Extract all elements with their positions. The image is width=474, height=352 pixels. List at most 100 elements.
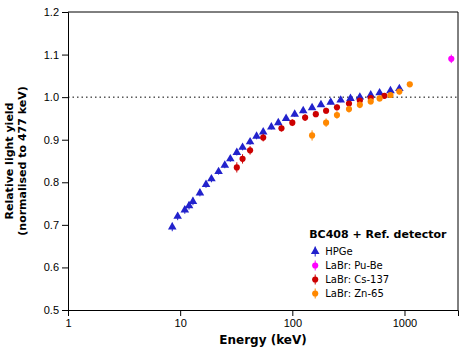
tick-mark [62,310,68,311]
point [220,160,229,167]
tick-mark [62,267,68,268]
y-axis: 0.5 0.6 0.7 0.8 0.9 1.0 1.1 1.2 [44,6,69,316]
point [282,113,291,120]
chart: 1 10 100 1000 0.5 0.6 0.7 0.8 0.9 1.0 1.1 1.2 Energy… [0,0,474,352]
point [173,211,182,218]
tick: 10 [175,310,187,329]
tick: 0.6 [44,261,68,273]
point [309,132,315,138]
point [313,111,319,117]
tick-mark [62,182,68,183]
plot: 1 10 100 1000 0.5 0.6 0.7 0.8 0.9 1.0 1.1 1.2 Energy… [3,6,459,347]
point [226,154,235,161]
point [336,95,345,102]
point [267,122,276,129]
tick-label: 10 [175,317,187,329]
point [289,120,295,126]
axis-line [69,311,459,317]
point [396,89,402,95]
tick: 0.9 [44,134,68,146]
point [377,95,383,101]
point [334,112,340,118]
point [239,156,245,162]
tick: 1.2 [44,6,68,18]
point [387,92,393,98]
tick-mark [62,225,68,226]
point [234,164,240,170]
frame [68,12,458,13]
tick-mark [62,55,68,56]
series [234,93,388,173]
tick-label: 1 [65,317,71,329]
tick: 0.5 [44,304,68,316]
tick: 1.0 [44,91,68,103]
point [238,142,247,149]
point [189,196,198,203]
point [346,106,352,112]
point [357,102,363,108]
axis-line [62,13,69,311]
legend-marker [312,262,318,268]
tick-label: 0.9 [44,134,59,146]
frame [458,12,459,310]
point [346,93,355,100]
point [448,56,454,62]
point [317,100,326,107]
tick: 1.1 [44,49,68,61]
series [309,81,413,140]
legend-label: LaBr: Pu-Be [325,260,383,271]
tick-label: 0.5 [44,304,59,316]
point [290,109,299,116]
legend-background [304,223,452,304]
legend-label: HPGe [325,246,352,257]
series [448,55,454,64]
tick-mark [62,12,68,13]
point [323,108,329,114]
point [247,147,253,153]
point [274,118,283,125]
tick: 0.7 [44,219,68,231]
legend-label: LaBr: Zn-65 [325,288,384,299]
y-axis-title: Relative light yield(normalised to 477 k… [3,86,29,235]
point [214,167,223,174]
tick: 1 [65,310,71,329]
legend-label: LaBr: Cs-137 [325,274,389,285]
marks [68,55,458,232]
tick-label: 1.0 [44,91,59,103]
tick-label: 1.1 [44,49,59,61]
tick-label: 0.6 [44,261,59,273]
tick-mark [62,97,68,98]
point [259,127,268,134]
point [368,98,374,104]
legend: BC408 + Ref. detector HPGe LaBr: Pu-Be LaBr… [304,223,452,304]
x-axis-title: Energy (keV) [219,333,306,347]
legend-marker [312,290,318,296]
tick: 0.8 [44,176,68,188]
point [260,134,266,140]
series [168,84,404,232]
tick-label: 1.2 [44,6,59,18]
point [278,125,284,131]
x-axis: 1 10 100 1000 [65,310,458,329]
tick-label: 0.7 [44,219,59,231]
legend-marker [311,247,320,254]
point [326,97,335,104]
tick-mark [180,310,181,316]
point [196,188,205,195]
tick: 100 [284,310,302,329]
tick-label: 1000 [393,317,417,329]
tick-label: 0.8 [44,176,59,188]
point [323,120,329,126]
tick: 1000 [393,310,417,329]
tick-mark [62,140,68,141]
point [168,222,177,229]
point [302,114,308,120]
legend-marker [312,276,318,282]
tick-label: 100 [284,317,302,329]
tick-mark [404,310,405,316]
tick-mark [292,310,293,316]
reference-line [68,97,458,98]
legend-title: BC408 + Ref. detector [309,228,447,241]
point [308,103,317,110]
point [407,81,413,87]
